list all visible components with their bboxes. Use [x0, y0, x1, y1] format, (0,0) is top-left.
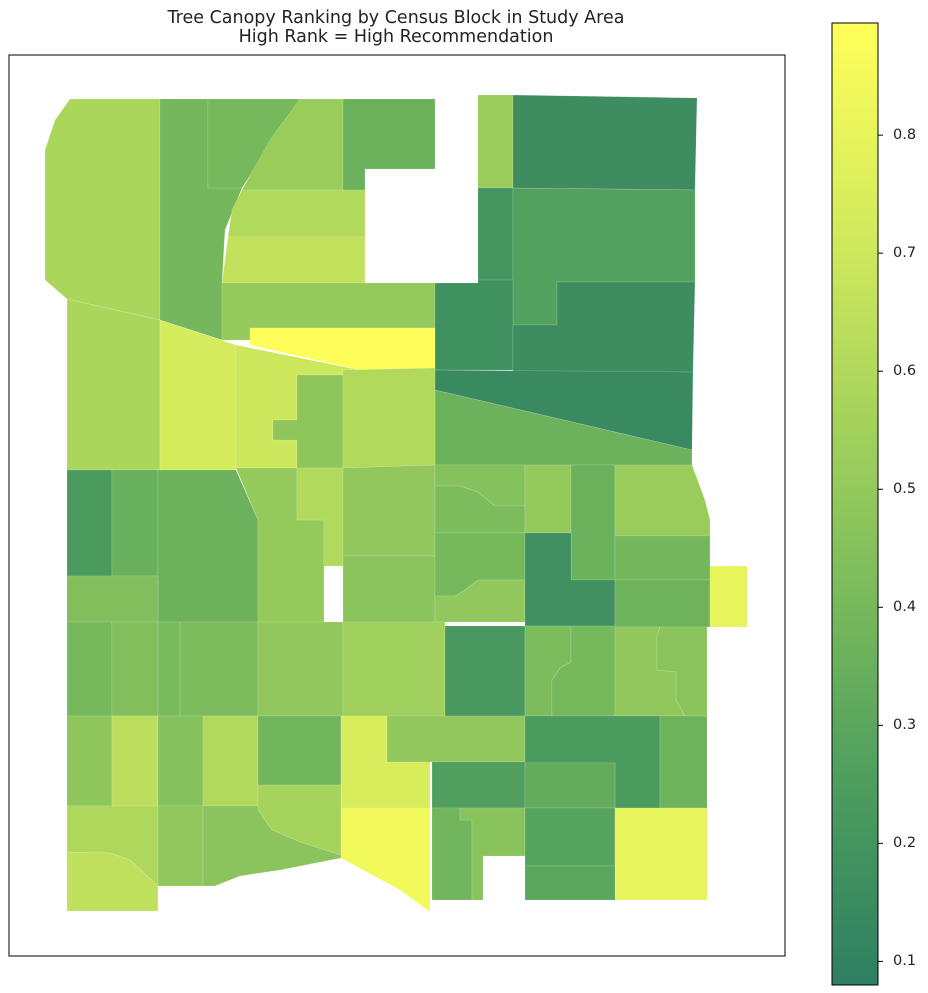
map-subtitle: High Rank = High Recommendation — [238, 27, 554, 47]
census-block-b66 — [340, 807, 431, 913]
census-block-b61 — [659, 715, 708, 809]
colorbar-gradient — [831, 22, 879, 986]
census-block-b55 — [157, 715, 204, 807]
census-block-b63 — [524, 762, 616, 809]
census-block-b12 — [477, 187, 514, 281]
census-block-b14 — [434, 279, 514, 371]
map-title: Tree Canopy Ranking by Census Block in S… — [167, 8, 625, 28]
colorbar-tick-label: 0.4 — [893, 599, 917, 616]
census-block-b43 — [111, 621, 159, 717]
census-block-b25 — [157, 469, 259, 623]
census-block-b47 — [342, 621, 446, 717]
census-block-b32 — [570, 464, 616, 581]
census-block-b57 — [257, 715, 342, 786]
census-block-b28 — [342, 464, 436, 557]
census-block-b33 — [614, 464, 711, 537]
colorbar-tick-label: 0.1 — [893, 953, 917, 970]
census-block-b59 — [386, 715, 526, 763]
colorbar-ticks — [878, 134, 883, 962]
census-block-b31 — [524, 464, 572, 534]
colorbar-tick-label: 0.2 — [893, 835, 917, 852]
census-block-b67 — [431, 807, 473, 901]
colorbar-tick-label: 0.3 — [893, 717, 917, 734]
census-block-b48 — [444, 625, 526, 717]
census-block-b62 — [431, 761, 526, 809]
census-block-b11 — [512, 94, 698, 191]
census-block-b34 — [66, 575, 159, 623]
census-block-b23 — [66, 469, 113, 577]
census-block-b10 — [477, 94, 514, 189]
census-block-b44 — [157, 621, 181, 717]
census-block-b18 — [66, 298, 161, 471]
census-block-b74 — [202, 805, 342, 887]
census-block-b70 — [614, 807, 708, 901]
census-block-b52 — [656, 626, 708, 717]
map-frame — [8, 54, 786, 957]
census-block-b06 — [227, 189, 366, 238]
census-block-b35 — [342, 555, 436, 623]
census-block-b41 — [709, 565, 748, 628]
colorbar — [831, 22, 883, 986]
census-block-b54 — [111, 715, 159, 807]
census-block-b40 — [614, 579, 711, 628]
census-block-b53 — [66, 715, 113, 807]
census-block-b39 — [614, 535, 711, 581]
census-block-b46 — [257, 621, 344, 717]
census-block-b07 — [221, 236, 366, 284]
census-block-b69 — [524, 807, 616, 867]
choropleth-map — [8, 54, 786, 957]
colorbar-tick-label: 0.8 — [893, 127, 917, 144]
census-block-b45 — [179, 621, 259, 717]
census-block-b42 — [66, 621, 113, 717]
census-blocks — [44, 94, 748, 913]
colorbar-tick-label: 0.7 — [893, 245, 917, 262]
colorbar-tick-label: 0.6 — [893, 363, 917, 380]
census-block-b19 — [159, 319, 237, 471]
census-block-b24 — [111, 469, 159, 577]
census-block-b71 — [524, 865, 616, 901]
colorbar-tick-label: 0.5 — [893, 481, 917, 498]
census-block-b05 — [342, 98, 436, 191]
census-block-b01 — [44, 98, 161, 321]
census-block-b22 — [342, 367, 436, 469]
census-block-b56 — [202, 715, 259, 807]
census-block-b73 — [157, 805, 204, 887]
census-block-b37 — [434, 579, 526, 623]
